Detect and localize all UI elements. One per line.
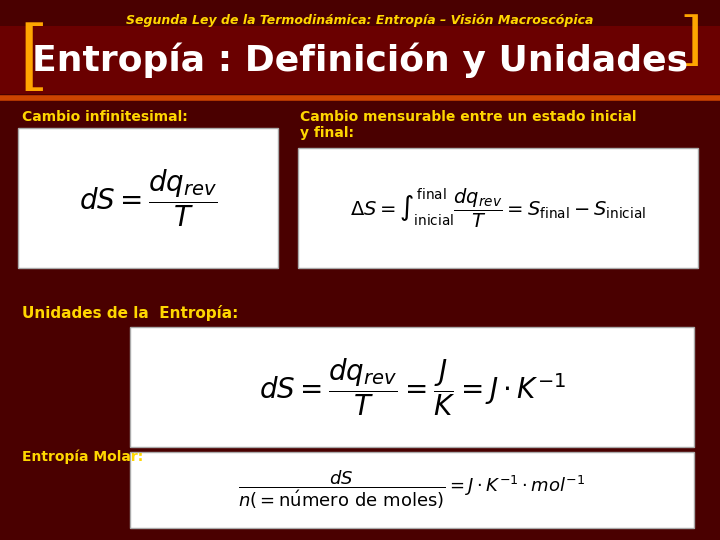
Text: Cambio mensurable entre un estado inicial
y final:: Cambio mensurable entre un estado inicia…	[300, 110, 636, 140]
Text: $\Delta S = \int_{\mathrm{inicial}}^{\mathrm{final}} \dfrac{dq_{rev}}{T} = S_{\m: $\Delta S = \int_{\mathrm{inicial}}^{\ma…	[350, 186, 646, 230]
Bar	[18, 128, 278, 268]
Text: Entropía : Definición y Unidades: Entropía : Definición y Unidades	[32, 42, 688, 78]
Text: $dS = \dfrac{dq_{rev}}{T} = \dfrac{J}{K} = J \cdot K^{-1}$: $dS = \dfrac{dq_{rev}}{T} = \dfrac{J}{K}…	[258, 356, 565, 418]
Bar	[298, 148, 698, 268]
Text: $dS = \dfrac{dq_{rev}}{T}$: $dS = \dfrac{dq_{rev}}{T}$	[78, 167, 217, 229]
Text: $\dfrac{dS}{n(= \mathrm{n\acute{u}mero\ de\ moles})} = J \cdot K^{-1} \cdot mol^: $\dfrac{dS}{n(= \mathrm{n\acute{u}mero\ …	[238, 469, 585, 511]
Text: Cambio infinitesimal:: Cambio infinitesimal:	[22, 110, 188, 124]
Bar	[130, 452, 694, 528]
Bar	[130, 327, 694, 447]
Text: ]: ]	[679, 14, 702, 70]
Bar	[0, 26, 720, 94]
Text: Segunda Ley de la Termodinámica: Entropía – Visión Macroscópica: Segunda Ley de la Termodinámica: Entropí…	[126, 14, 594, 27]
Text: [: [	[18, 23, 48, 97]
Text: Unidades de la  Entropía:: Unidades de la Entropía:	[22, 305, 238, 321]
Text: Entropía Molar:: Entropía Molar:	[22, 450, 143, 464]
